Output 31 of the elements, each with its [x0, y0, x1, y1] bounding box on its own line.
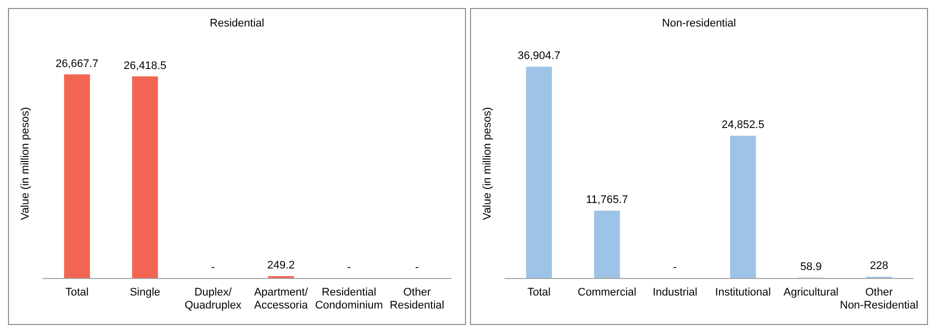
- y-axis-title: Value (in million pesos): [20, 107, 32, 220]
- x-tick-label: Industrial: [652, 286, 698, 298]
- y-axis-title: Value (in million pesos): [482, 107, 494, 220]
- chart-title: Non-residential: [662, 18, 736, 30]
- x-tick-label: Duplex/ Quadruplex: [184, 286, 242, 312]
- data-label: 26,667.7: [56, 58, 98, 70]
- x-tick-label: Apartment/ Accessoria: [254, 286, 309, 312]
- chart-title: Residential: [210, 18, 264, 30]
- x-tick-label: Commercial: [578, 286, 636, 298]
- bar: [730, 136, 756, 278]
- data-label: -: [673, 262, 678, 274]
- data-label: 228: [870, 260, 888, 272]
- data-label: -: [211, 262, 216, 274]
- bar: [594, 210, 620, 278]
- data-label: 11,765.7: [586, 194, 628, 206]
- data-label: 249.2: [267, 260, 295, 272]
- data-label: -: [347, 262, 352, 274]
- data-label: -: [415, 262, 420, 274]
- x-tick-label: Total: [65, 286, 89, 298]
- data-label: 24,852.5: [722, 119, 764, 132]
- x-tick-label: Other Residential: [390, 286, 444, 312]
- x-tick-label: Total: [527, 286, 551, 298]
- x-tick-label: Residential Condominium: [315, 286, 383, 312]
- data-label: 26,418.5: [124, 60, 166, 72]
- x-tick-label: Institutional: [715, 286, 771, 298]
- data-label: 58.9: [800, 261, 822, 274]
- bar: [526, 66, 552, 278]
- data-label: 36,904.7: [518, 50, 560, 62]
- x-tick-label: Single: [130, 286, 160, 298]
- x-tick-label: Agricultural: [783, 286, 839, 298]
- x-tick-label: Other Non-Residential: [840, 286, 918, 312]
